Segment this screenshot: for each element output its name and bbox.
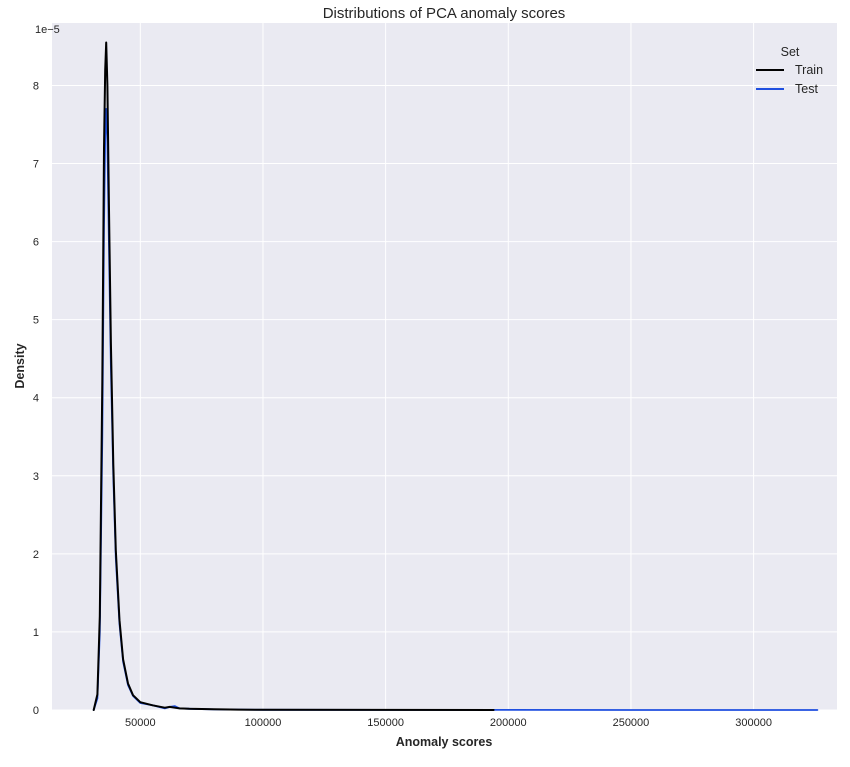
y-tick-label: 7 [33, 159, 39, 171]
x-tick-label: 100000 [245, 717, 282, 729]
series-line-train [92, 41, 495, 711]
y-offset-label: 1e−5 [35, 24, 60, 36]
x-tick-label: 150000 [367, 717, 404, 729]
legend-label-train: Train [795, 63, 823, 77]
y-tick-label: 8 [33, 80, 39, 92]
grid-layer [52, 23, 837, 711]
y-tick-label: 4 [33, 393, 39, 405]
x-tick-label: 200000 [490, 717, 527, 729]
y-axis-title: Density [13, 343, 27, 388]
legend: Set Train Test [756, 45, 823, 96]
y-tick-label: 3 [33, 471, 39, 483]
series-layer [92, 41, 819, 711]
tick-layer: 50000 100000 150000 200000 250000 300000 0 1 2 3 4… [33, 80, 772, 729]
y-tick-label: 2 [33, 549, 39, 561]
y-tick-label: 0 [33, 705, 39, 717]
x-tick-label: 50000 [125, 717, 156, 729]
x-tick-label: 250000 [613, 717, 650, 729]
x-axis-title: Anomaly scores [396, 735, 493, 749]
legend-label-test: Test [795, 82, 818, 96]
y-tick-label: 6 [33, 237, 39, 249]
plot-background [52, 23, 837, 710]
x-tick-label: 300000 [735, 717, 772, 729]
legend-title: Set [781, 45, 800, 59]
chart-title: Distributions of PCA anomaly scores [323, 5, 566, 22]
y-tick-label: 5 [33, 315, 39, 327]
y-tick-label: 1 [33, 627, 39, 639]
